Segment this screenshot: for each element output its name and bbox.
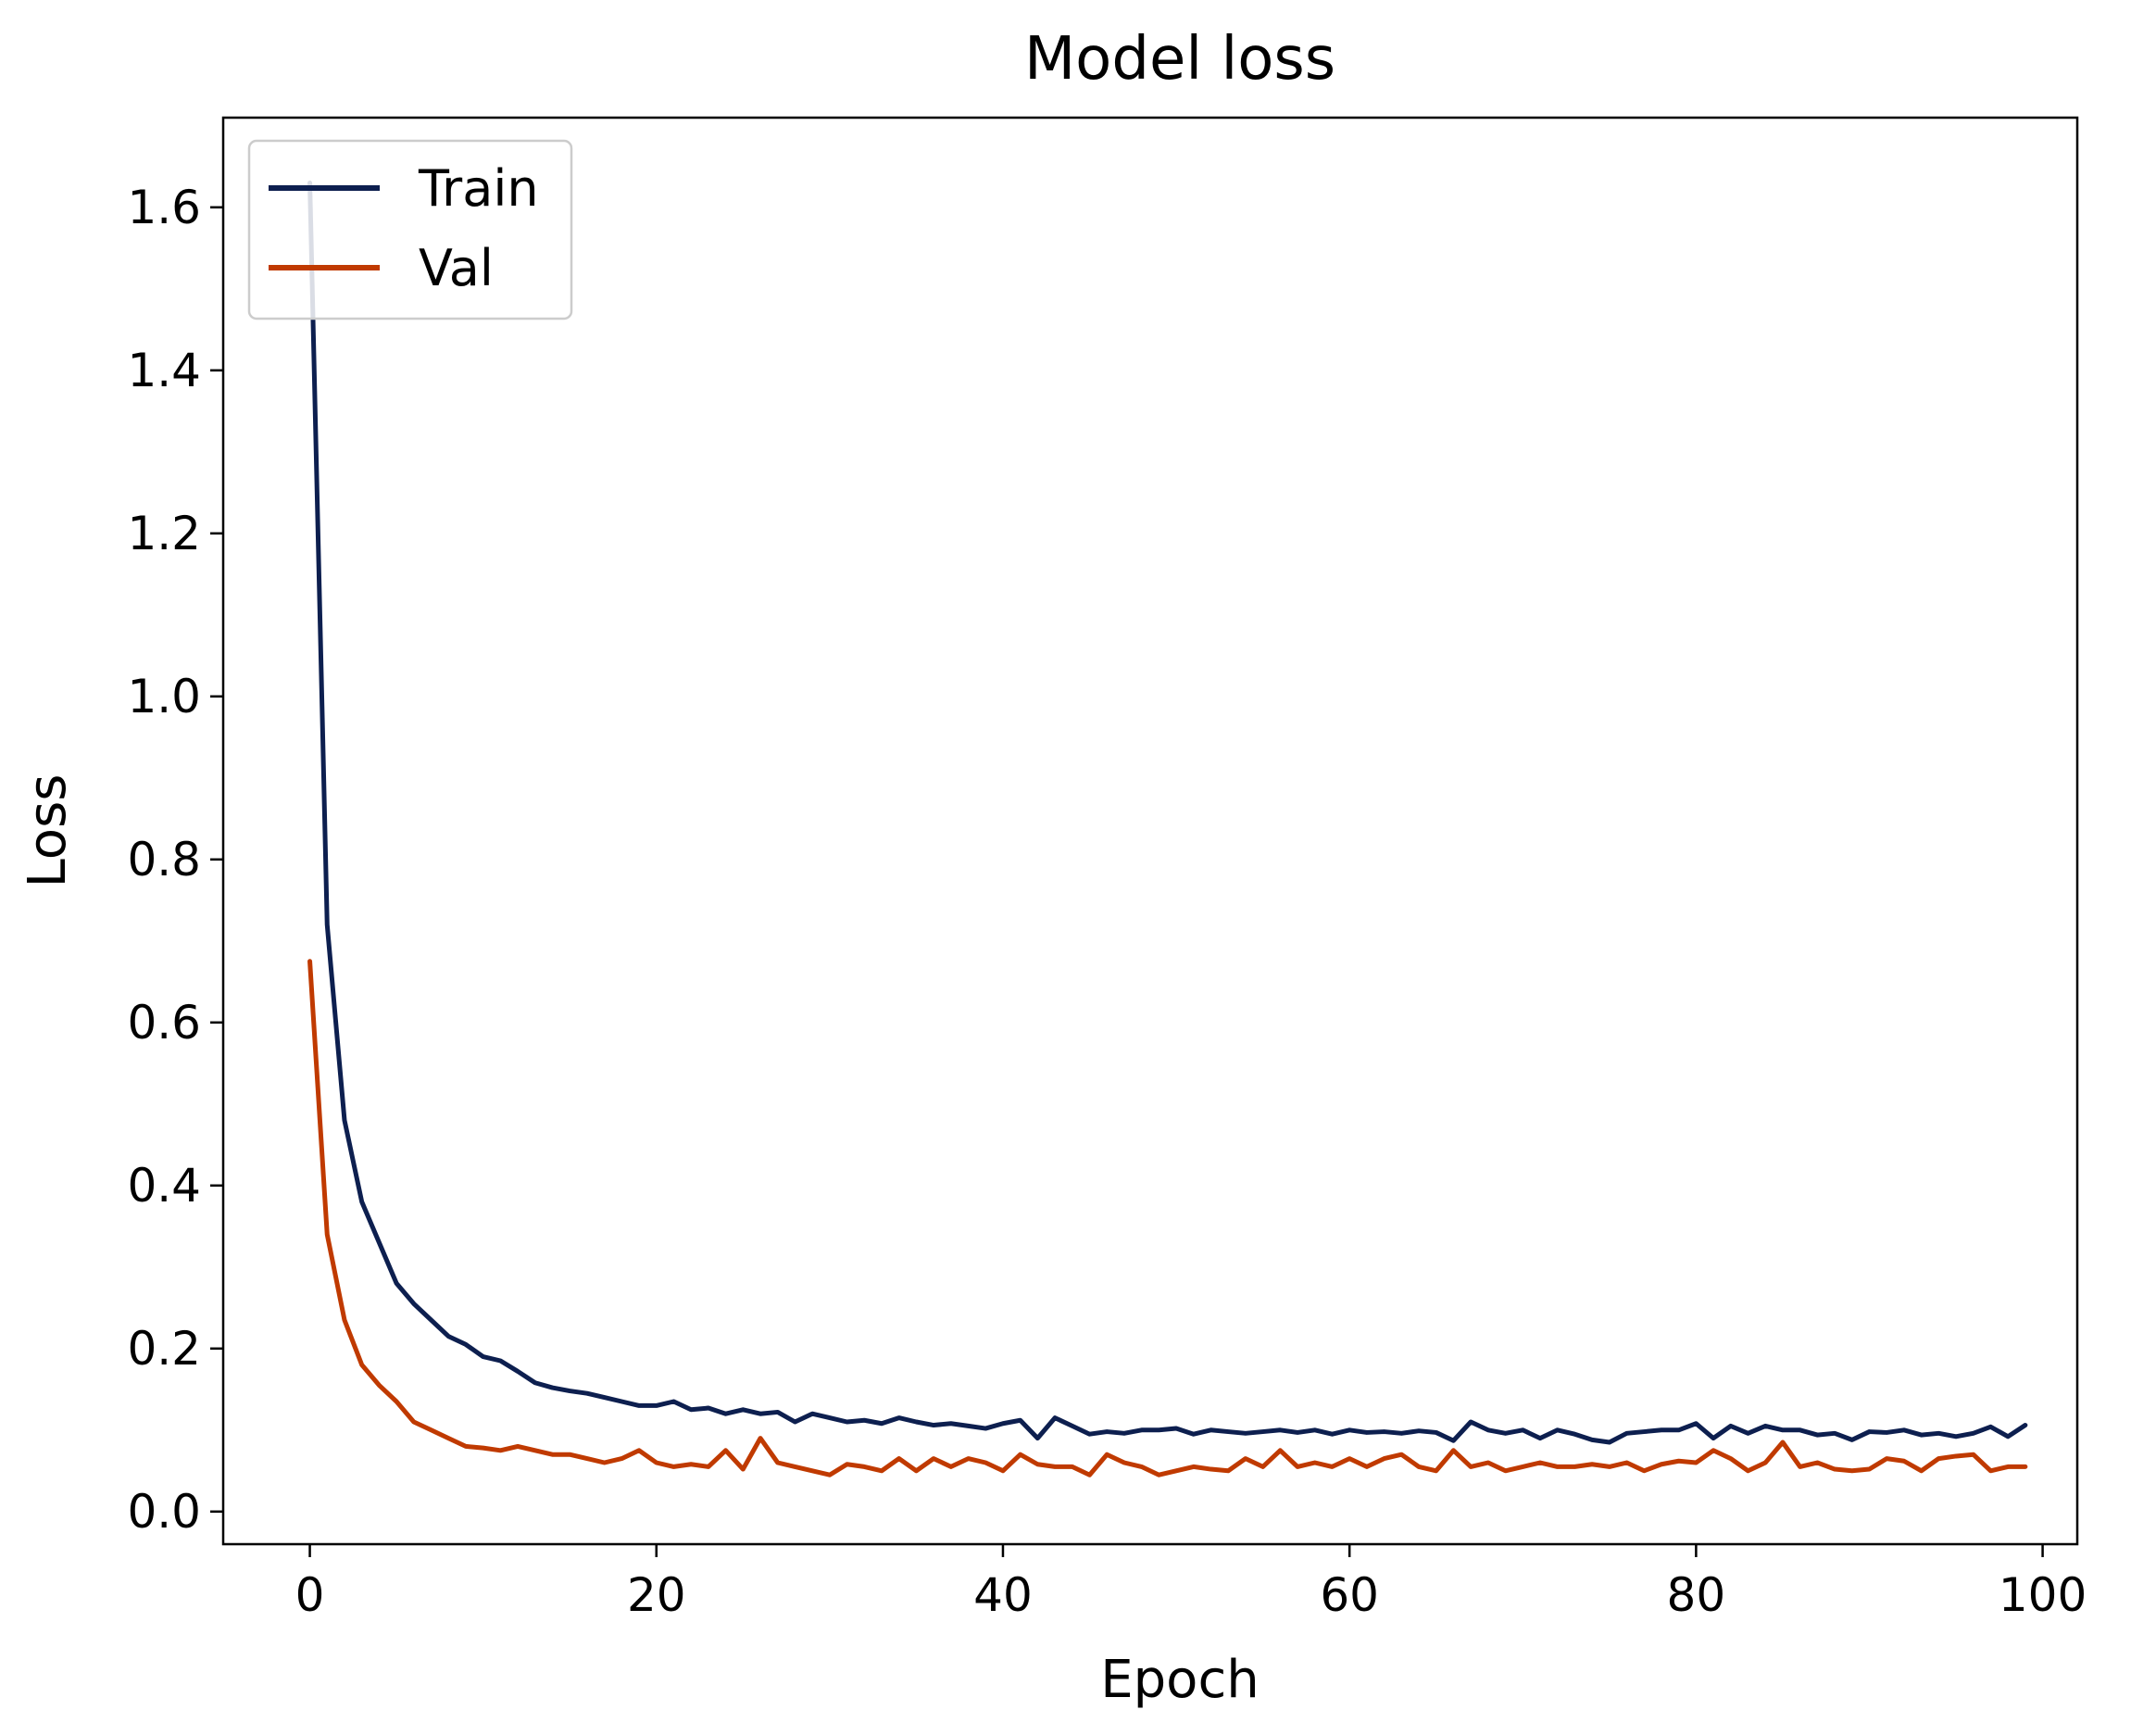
plot-area: 0 20 40 60 80 100 0.0 0.2 0.4 0.6 0.8 1.0 1.2 1.4 1.6 bbox=[127, 116, 2087, 1622]
x-tick-label: 0 bbox=[295, 1568, 325, 1622]
y-axis-label: Loss bbox=[18, 774, 78, 888]
x-tick-label: 100 bbox=[1999, 1568, 2087, 1622]
legend: Train Val bbox=[247, 139, 573, 321]
y-axis: 0.0 0.2 0.4 0.6 0.8 1.0 1.2 1.4 1.6 bbox=[127, 181, 223, 1539]
y-tick-label: 0.4 bbox=[127, 1159, 201, 1213]
x-tick-label: 20 bbox=[627, 1568, 686, 1622]
plot-frame bbox=[221, 116, 2079, 1546]
legend-label-train: Train bbox=[418, 159, 539, 218]
x-tick-label: 40 bbox=[973, 1568, 1033, 1622]
chart-title: Model loss bbox=[1024, 25, 1335, 94]
x-axis-label: Epoch bbox=[1100, 1650, 1259, 1710]
series-line-train bbox=[307, 180, 2028, 1445]
legend-label-val: Val bbox=[419, 239, 494, 297]
series-lines bbox=[307, 180, 2028, 1477]
x-tick-label: 80 bbox=[1667, 1568, 1726, 1622]
x-axis: 0 20 40 60 80 100 bbox=[295, 1544, 2087, 1622]
y-tick-label: 1.6 bbox=[127, 181, 201, 234]
x-tick-label: 60 bbox=[1320, 1568, 1379, 1622]
y-tick-label: 1.0 bbox=[127, 670, 201, 723]
y-tick-label: 1.2 bbox=[127, 507, 201, 560]
y-tick-label: 0.0 bbox=[127, 1485, 201, 1539]
y-tick-label: 0.2 bbox=[127, 1322, 201, 1376]
y-tick-label: 0.8 bbox=[127, 833, 201, 886]
y-tick-label: 1.4 bbox=[127, 344, 201, 397]
series-line-val bbox=[307, 959, 2028, 1477]
y-tick-label: 0.6 bbox=[127, 996, 201, 1050]
